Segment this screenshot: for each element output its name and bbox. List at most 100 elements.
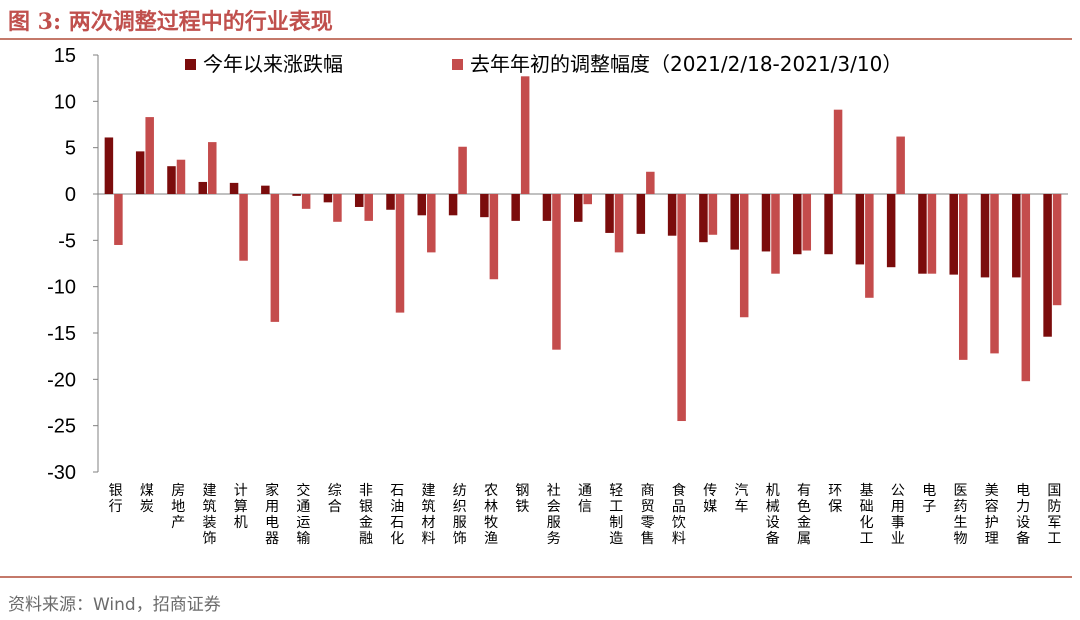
category-label: 农林牧渔: [484, 483, 498, 547]
category-label: 轻工制造: [609, 483, 623, 547]
bar-series2-4: [239, 194, 248, 261]
bar-series2-26: [927, 194, 937, 274]
bar-series2-29: [1021, 194, 1031, 382]
category-label: 通信: [578, 483, 592, 515]
bar-series2-18: [677, 194, 686, 422]
bar-series1-16: [605, 194, 614, 233]
category-label: 非银金融: [359, 483, 373, 547]
bar-series1-6: [292, 194, 301, 196]
bar-series2-23: [833, 109, 843, 194]
y-tick-label: -30: [47, 462, 76, 484]
bar-series2-22: [802, 194, 812, 251]
legend: 今年以来涨跌幅 去年年初的调整幅度（2021/2/18-2021/3/10）: [185, 52, 902, 76]
bar-series2-13: [520, 76, 530, 194]
category-label: 基础化工: [860, 482, 874, 547]
bar-series2-30: [1052, 194, 1062, 306]
category-label: 美容护理: [985, 483, 999, 547]
bar-series1-10: [417, 194, 427, 216]
top-rule: [0, 38, 1072, 40]
category-label: 交通运输: [296, 482, 310, 547]
bar-series1-25: [886, 194, 896, 268]
bar-series2-27: [958, 194, 968, 360]
figure-title: 图 3: 两次调整过程中的行业表现: [8, 9, 333, 35]
bar-series2-7: [333, 194, 342, 222]
category-label: 钢铁: [515, 483, 529, 515]
category-label: 医药生物: [954, 483, 968, 547]
y-tick-label: 15: [54, 45, 76, 67]
bar-series2-14: [552, 194, 561, 350]
y-tick-label: 10: [54, 91, 76, 113]
bar-series1-22: [793, 194, 802, 255]
bar-series2-17: [646, 171, 655, 194]
bar-series1-15: [574, 194, 583, 222]
bar-series1-5: [261, 185, 270, 194]
y-tick-label: -5: [58, 230, 76, 252]
bar-series1-23: [824, 194, 833, 255]
category-label: 有色金属: [797, 483, 811, 547]
category-label: 传媒: [703, 483, 717, 515]
category-label: 公用事业: [891, 483, 905, 547]
legend-swatch-series1: [185, 59, 196, 70]
category-label: 商贸零售: [641, 483, 655, 547]
legend-swatch-series2: [452, 59, 463, 70]
category-label: 计算机: [234, 483, 248, 531]
category-label: 社会服务: [547, 483, 561, 547]
bar-series2-24: [865, 194, 874, 298]
category-label: 家用电器: [265, 482, 279, 547]
category-label: 汽车: [735, 483, 749, 515]
category-label: 电子: [922, 483, 936, 515]
bar-series2-25: [896, 136, 905, 194]
category-label: 电力设备: [1016, 483, 1030, 547]
bar-series2-9: [395, 194, 405, 313]
bar-series1-30: [1043, 194, 1052, 337]
bar-series1-14: [542, 194, 552, 221]
bar-series1-21: [761, 194, 771, 252]
y-tick-label: -10: [47, 277, 76, 299]
bar-series1-18: [667, 194, 677, 236]
bar-series2-28: [990, 194, 999, 354]
bar-series2-10: [427, 194, 436, 253]
category-label: 机械设备: [766, 483, 780, 547]
category-label: 建筑材料: [422, 483, 436, 547]
y-tick-label: -15: [47, 323, 76, 345]
y-axis: 15 10 5 0 -5 -10 -15 -20 -25 -30: [47, 45, 1068, 484]
category-label: 煤炭: [140, 483, 154, 515]
bar-series2-2: [176, 159, 186, 194]
y-tick-label: 5: [65, 138, 76, 160]
category-label: 环保: [828, 483, 842, 515]
bar-series1-2: [167, 166, 176, 194]
category-label: 银行: [109, 483, 123, 515]
bar-series1-1: [135, 151, 145, 194]
bar-series2-1: [145, 117, 154, 194]
bar-series1-7: [323, 194, 333, 203]
bar-series1-9: [386, 194, 395, 210]
bar-series1-27: [949, 194, 958, 275]
source-note: 资料来源：Wind，招商证券: [8, 595, 221, 615]
bar-series2-19: [708, 194, 718, 235]
bar-series1-24: [855, 194, 865, 265]
bar-series1-29: [1012, 194, 1021, 278]
y-tick-label: -20: [47, 369, 76, 391]
bar-series1-20: [730, 194, 739, 250]
category-label: 房地产: [171, 483, 185, 531]
bar-series2-8: [364, 194, 373, 221]
bar-series2-16: [614, 194, 624, 253]
bar-series1-19: [699, 194, 708, 243]
bar-series2-15: [583, 194, 592, 205]
category-label: 石油石化: [390, 483, 404, 547]
bars: [104, 76, 1062, 422]
bar-series1-12: [480, 194, 489, 218]
bar-series1-28: [980, 194, 990, 278]
legend-label-series2: 去年年初的调整幅度（2021/2/18-2021/3/10）: [470, 52, 902, 76]
bar-series2-12: [489, 194, 499, 280]
bar-series2-11: [458, 146, 467, 194]
legend-label-series1: 今年以来涨跌幅: [203, 52, 343, 76]
bar-series1-0: [104, 137, 114, 194]
bar-series2-6: [301, 194, 311, 209]
bar-series2-0: [114, 194, 123, 245]
category-label: 食品饮料: [672, 482, 686, 547]
bar-series1-17: [636, 194, 646, 234]
bar-series2-21: [771, 194, 780, 274]
y-tick-label: -25: [47, 416, 76, 438]
